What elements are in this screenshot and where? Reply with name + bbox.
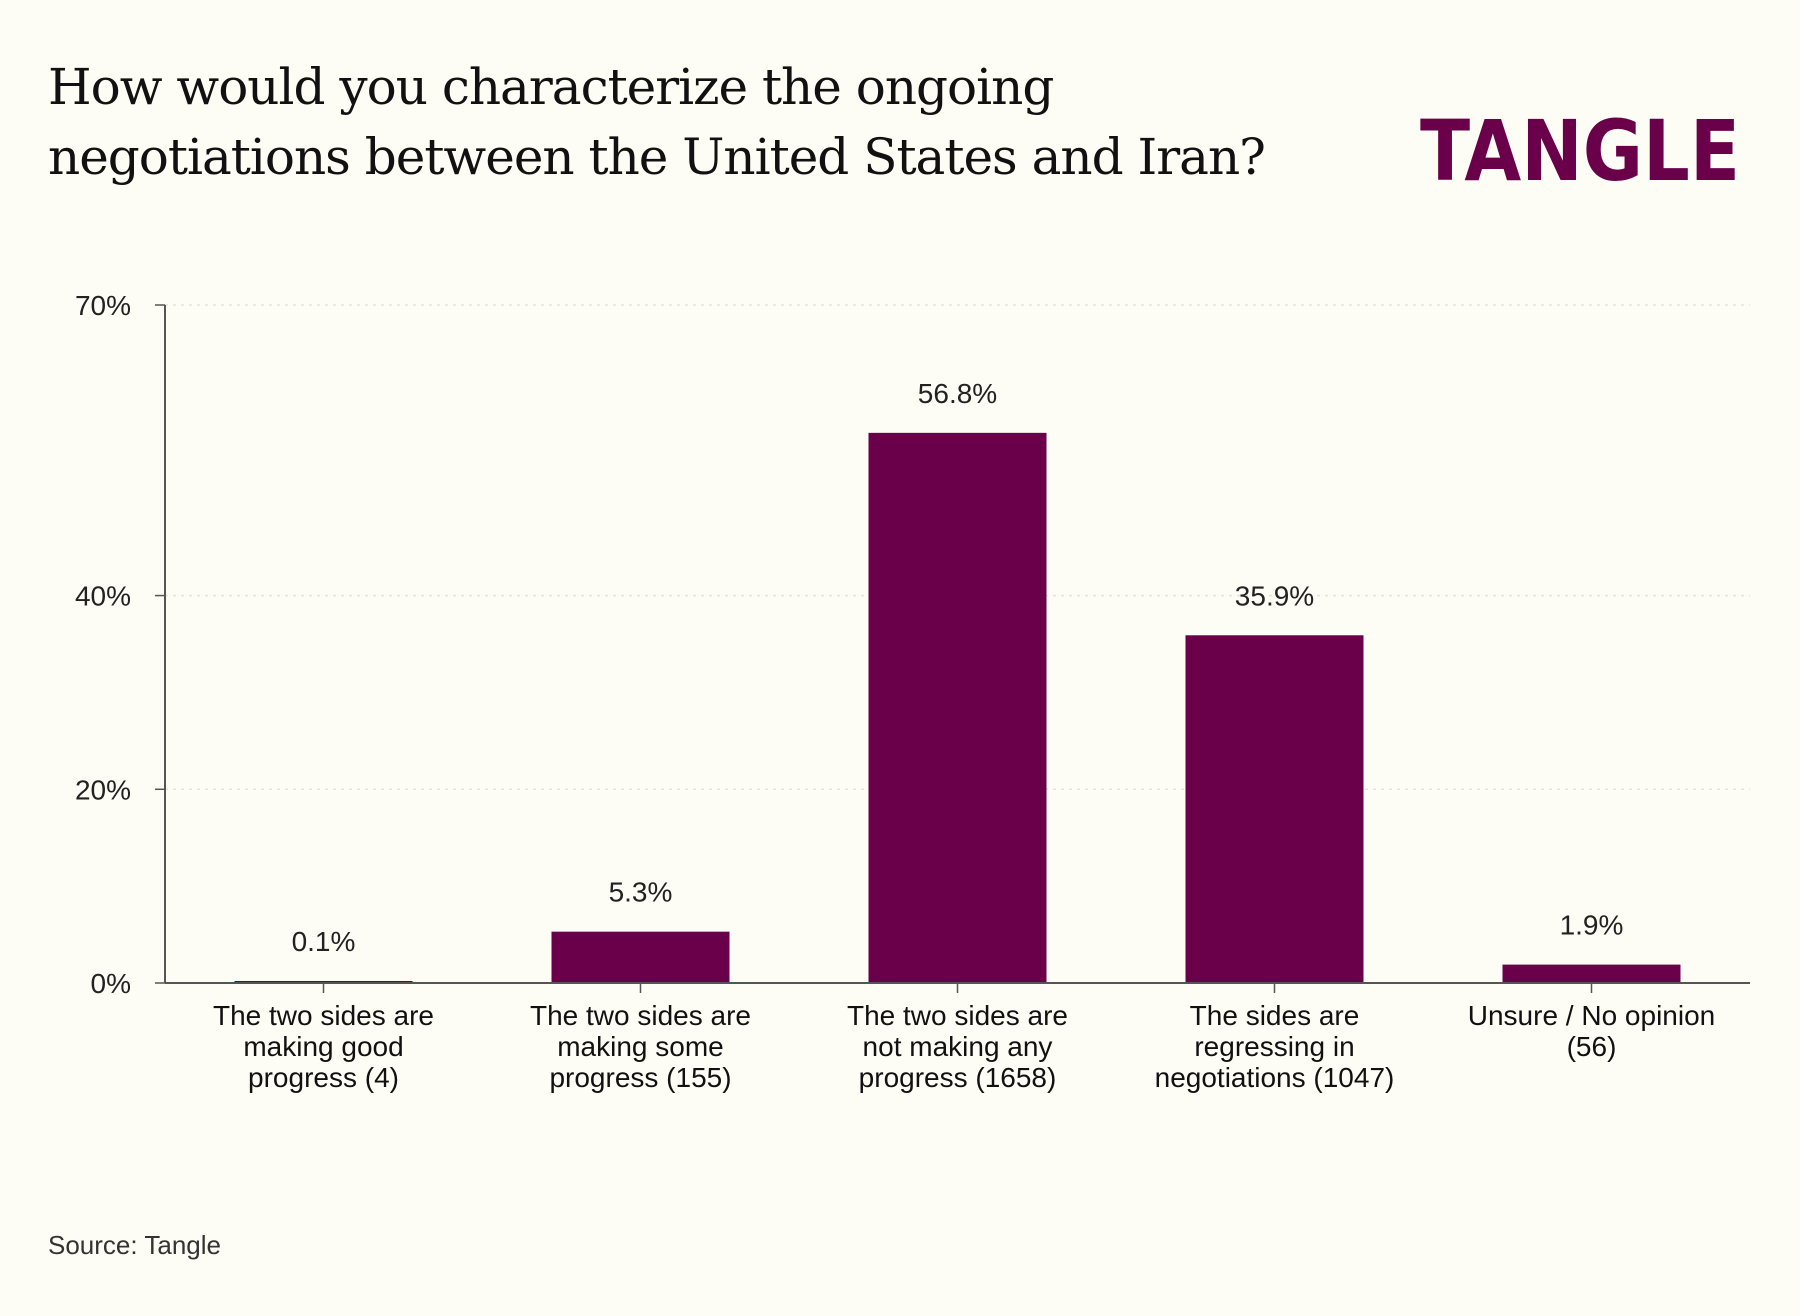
y-tick-labels: 0% 20% 40% 70% <box>75 290 131 999</box>
category-label-line: making good <box>243 1031 403 1062</box>
category-labels: The two sides are making good progress (4)… <box>213 1000 1715 1093</box>
bar <box>1185 635 1364 983</box>
logo-wordmark: TANGLE <box>1420 102 1740 195</box>
category-label-line: progress (155) <box>549 1062 731 1093</box>
category-label-line: The two sides are <box>213 1000 434 1031</box>
category-label-line: not making any <box>863 1031 1053 1062</box>
bar <box>1502 964 1681 983</box>
category-label-line: Unsure / No opinion <box>1468 1000 1715 1031</box>
value-labels: 0.1% 5.3% 56.8% 35.9% 1.9% <box>292 378 1624 957</box>
tangle-logo: TANGLE <box>1420 102 1740 195</box>
category-label-line: regressing in <box>1194 1031 1354 1062</box>
category-label-line: progress (1658) <box>859 1062 1057 1093</box>
category-label-line: progress (4) <box>248 1062 399 1093</box>
category-label-line: making some <box>557 1031 724 1062</box>
value-label: 56.8% <box>918 378 997 409</box>
bar <box>551 931 730 983</box>
category-label-line: The two sides are <box>847 1000 1068 1031</box>
axes <box>155 304 1750 993</box>
value-label: 1.9% <box>1560 910 1624 941</box>
bar-chart: 0% 20% 40% 70% 0.1% 5.3% 56.8% 35.9% 1.9% The t… <box>75 290 1750 1093</box>
y-tick-label: 40% <box>75 581 131 612</box>
category-label: The sides are regressing in negotiations (… <box>1155 1000 1395 1093</box>
value-label: 5.3% <box>609 877 673 908</box>
category-label-line: The sides are <box>1190 1000 1360 1031</box>
y-tick-label: 20% <box>75 774 131 805</box>
y-tick-label: 70% <box>75 290 131 321</box>
value-label: 0.1% <box>292 926 356 957</box>
bars <box>234 432 1681 983</box>
category-label: Unsure / No opinion (56) <box>1468 1000 1715 1062</box>
bar <box>868 432 1047 983</box>
category-label-line: negotiations (1047) <box>1155 1062 1395 1093</box>
category-label: The two sides are making some progress (15… <box>530 1000 751 1093</box>
value-label: 35.9% <box>1235 580 1314 611</box>
y-tick-label: 0% <box>91 968 131 999</box>
source-note: Source: Tangle <box>48 1230 221 1260</box>
category-label: The two sides are not making any progress … <box>847 1000 1068 1093</box>
category-label-line: (56) <box>1567 1031 1617 1062</box>
chart-title: How would you characterize the ongoing n… <box>48 58 1266 186</box>
category-label: The two sides are making good progress (4) <box>213 1000 434 1093</box>
category-label-line: The two sides are <box>530 1000 751 1031</box>
